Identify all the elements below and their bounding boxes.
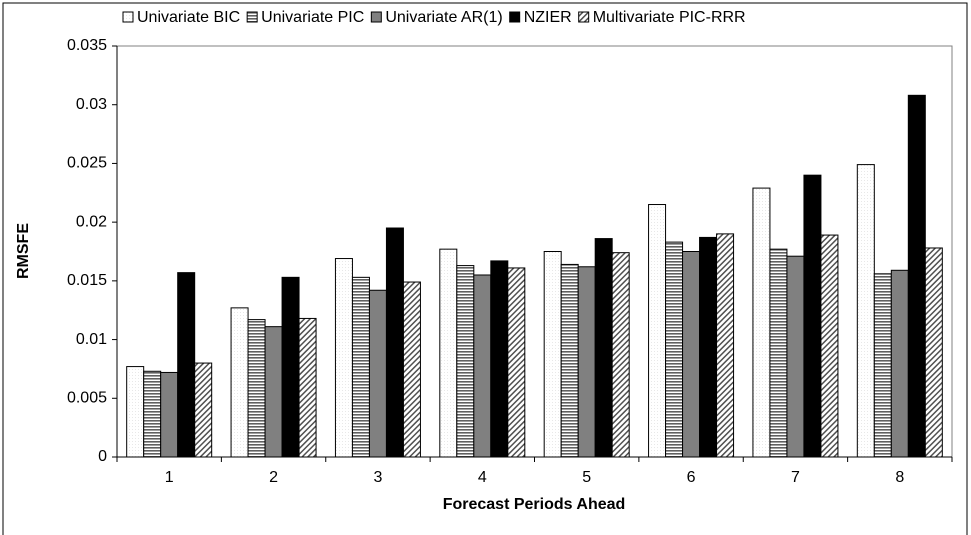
y-axis-title: RMSFE <box>15 223 32 279</box>
bar <box>924 247 943 458</box>
bar <box>351 276 370 458</box>
bar <box>177 272 196 458</box>
bar <box>820 234 839 458</box>
bar <box>699 236 718 458</box>
legend-swatch <box>246 11 258 23</box>
bar <box>769 248 788 458</box>
bar <box>560 263 579 458</box>
bar <box>281 276 300 458</box>
bar <box>594 238 613 458</box>
bar <box>264 326 283 458</box>
bar <box>368 289 387 458</box>
bar <box>682 251 701 458</box>
bar <box>890 269 909 458</box>
bar <box>507 267 526 458</box>
y-tick-label: 0.02 <box>76 213 107 230</box>
y-tick-label: 0.015 <box>67 272 107 289</box>
bar <box>402 281 421 458</box>
legend-label: Multivariate PIC-RRR <box>593 9 746 26</box>
legend: Univariate BIC Univariate PIC Univariate A… <box>122 9 746 26</box>
bar <box>160 371 179 458</box>
bar <box>230 307 249 458</box>
bar <box>577 266 596 458</box>
bar <box>334 258 353 458</box>
x-tick-label: 5 <box>582 469 591 486</box>
x-tick-label: 2 <box>269 469 278 486</box>
x-tick-label: 1 <box>165 469 174 486</box>
bar <box>716 233 735 458</box>
legend-swatch <box>122 11 134 23</box>
legend-label: NZIER <box>524 9 572 26</box>
y-tick-label: 0.005 <box>67 390 107 407</box>
y-tick-label: 0.035 <box>67 37 107 54</box>
bar <box>473 274 492 458</box>
bar <box>907 94 926 458</box>
bar <box>456 265 475 458</box>
bar <box>490 260 509 458</box>
bar <box>194 362 213 458</box>
y-tick-label: 0.03 <box>76 96 107 113</box>
x-tick-label: 6 <box>687 469 696 486</box>
bar <box>385 227 404 458</box>
legend-swatch <box>509 11 521 23</box>
bar <box>786 255 805 458</box>
legend-label: Univariate BIC <box>137 9 240 26</box>
legend-swatch <box>578 11 590 23</box>
y-tick-label: 0 <box>98 448 107 465</box>
bar <box>856 164 875 458</box>
y-tick-label: 0.025 <box>67 155 107 172</box>
bar <box>648 204 667 458</box>
bar <box>247 319 266 458</box>
y-tick-label: 0.01 <box>76 331 107 348</box>
legend-swatch <box>370 11 382 23</box>
bar <box>439 248 458 458</box>
x-tick-label: 3 <box>373 469 382 486</box>
bar <box>126 366 145 458</box>
bar <box>665 241 684 458</box>
bar <box>611 252 630 458</box>
x-tick-label: 4 <box>478 469 487 486</box>
bar <box>873 273 892 458</box>
bar <box>803 174 822 458</box>
bar <box>752 187 771 458</box>
legend-label: Univariate AR(1) <box>385 9 502 26</box>
bar <box>543 251 562 458</box>
x-axis-title: Forecast Periods Ahead <box>443 496 626 513</box>
x-tick-label: 8 <box>895 469 904 486</box>
x-tick-label: 7 <box>791 469 800 486</box>
bar <box>143 370 162 458</box>
bar <box>298 317 317 458</box>
legend-label: Univariate PIC <box>261 9 364 26</box>
